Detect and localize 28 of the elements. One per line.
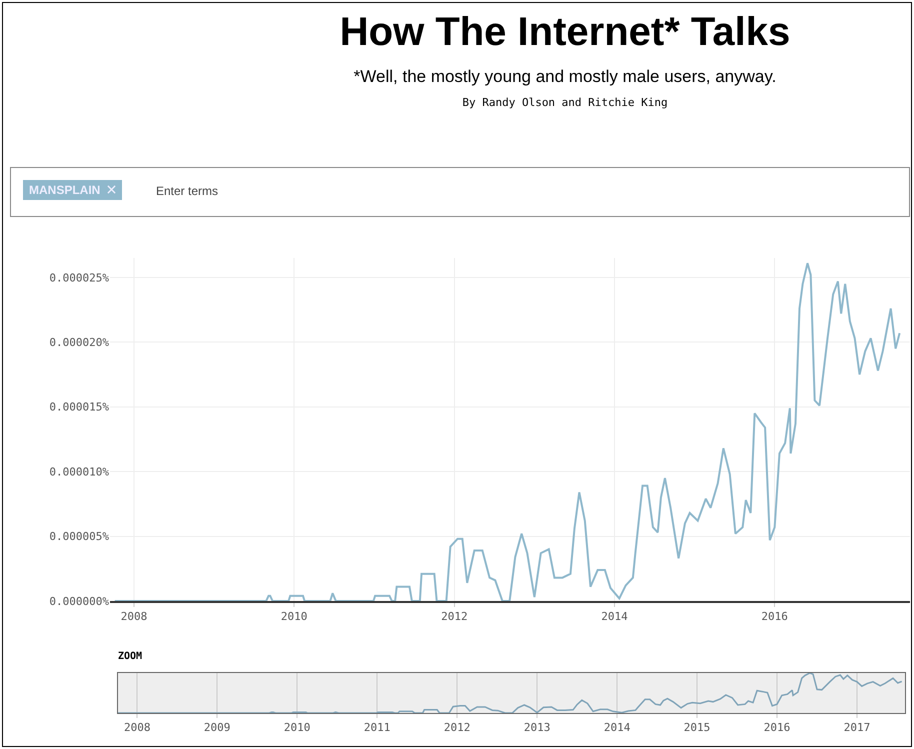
chart-title: ZOOM: [118, 651, 142, 662]
chart-title: How The Internet* Talks: [338, 10, 792, 55]
y-tick-label: 0.000000%: [49, 594, 110, 608]
x-tick-label: 2011: [364, 721, 390, 734]
x-tick-label: 2009: [204, 721, 230, 734]
x-tick-label: 2008: [120, 610, 148, 624]
x-tick-label: 2012: [441, 610, 468, 624]
y-tick-label: 0.000015%: [49, 400, 110, 414]
y-tick-label: 0.000025%: [49, 271, 110, 284]
line-series: [114, 262, 901, 601]
x-tick-label: 2016: [764, 721, 790, 734]
y-tick-label: 0.000005%: [49, 530, 110, 544]
text: By Randy Olson and Ritchie King: [461, 96, 669, 109]
x-tick-label: 2008: [124, 721, 150, 734]
x-tick-label: 2013: [524, 721, 550, 734]
y-tick-label: 0.000010%: [49, 465, 110, 478]
chart-subtitle: *Well, the mostly young and mostly male users, anyway.: [352, 67, 778, 87]
text: Enter terms: [156, 184, 218, 198]
x-tick-label: 2015: [684, 721, 710, 734]
x-tick-label: 2014: [601, 610, 628, 624]
x-tick-label: 2010: [284, 721, 310, 734]
x-tick-label: 2010: [280, 610, 308, 624]
x-tick-label: 2012: [444, 721, 470, 734]
y-tick-label: 0.000020%: [49, 336, 110, 349]
x-tick-label: 2014: [604, 721, 631, 734]
x-tick-label: 2016: [761, 610, 788, 624]
text: MANSPLAIN: [29, 183, 100, 197]
x-tick-label: 2017: [844, 721, 870, 734]
